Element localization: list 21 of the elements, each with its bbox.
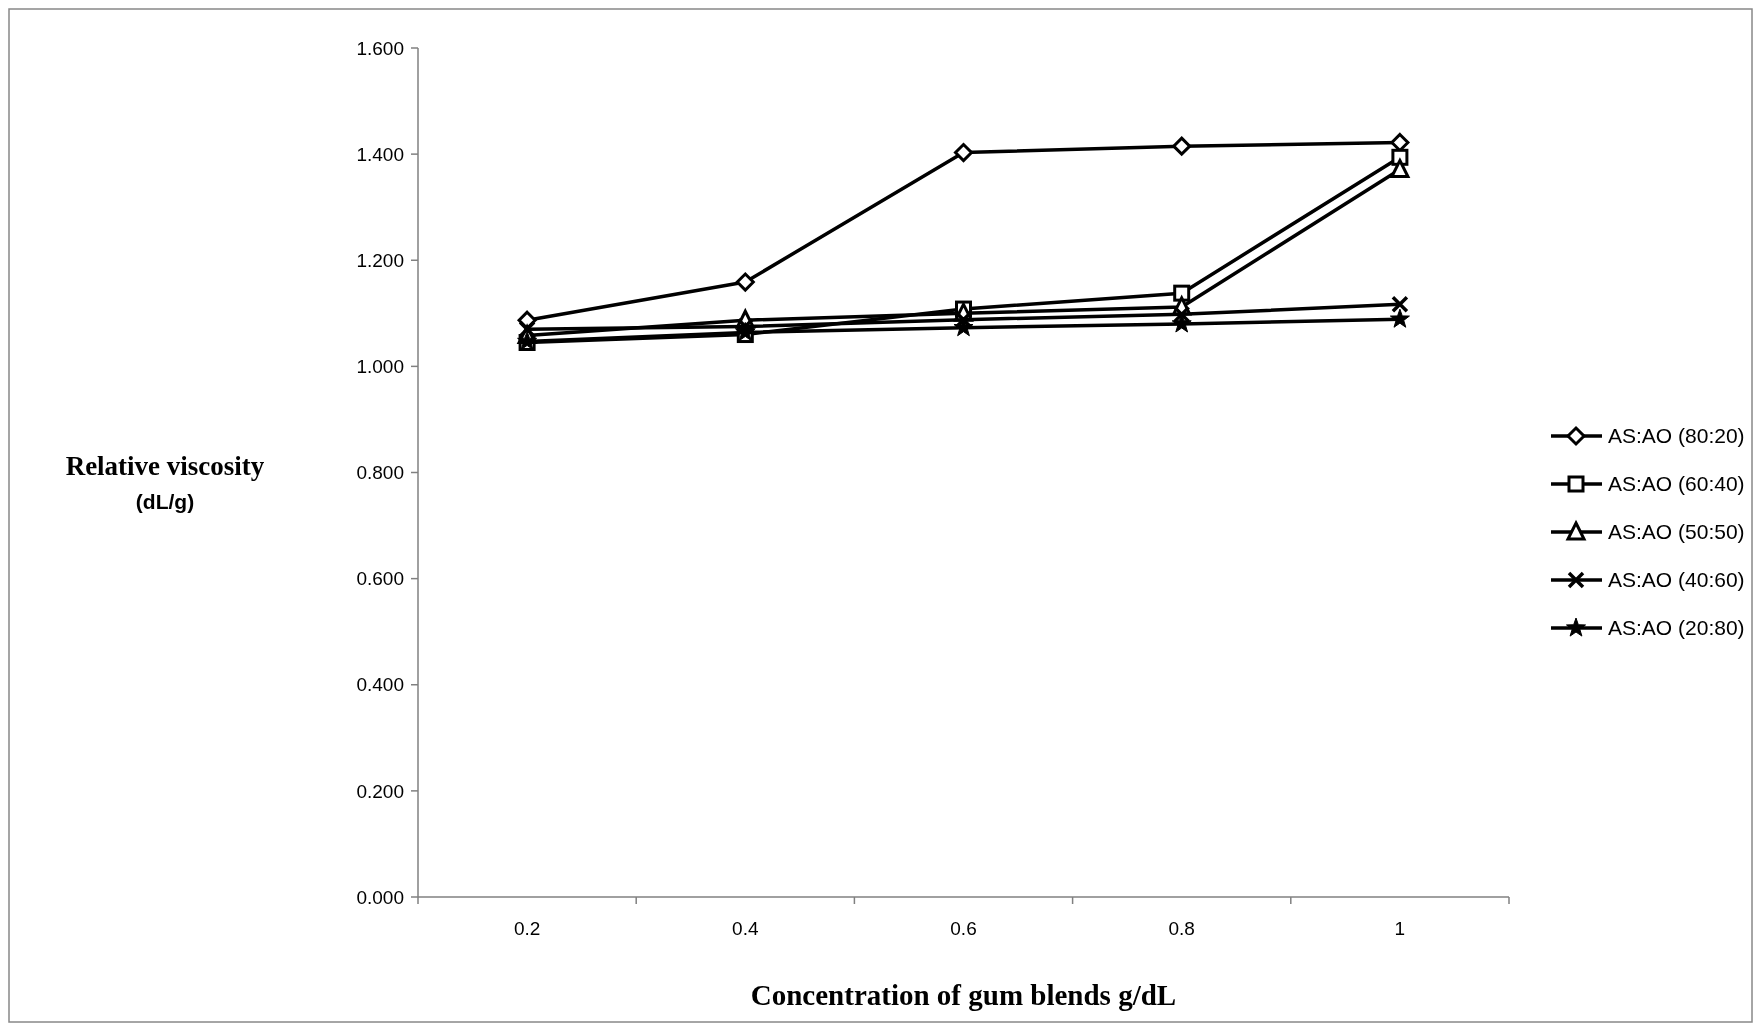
- y-tick-label: 1.600: [356, 37, 404, 59]
- legend-label: AS:AO (60:40): [1608, 472, 1745, 496]
- y-axis-title: Relative viscosity (dL/g): [65, 450, 265, 513]
- y-tick-label: 0.400: [356, 674, 404, 696]
- x-axis-title: Concentration of gum blends g/dL: [750, 979, 1177, 1011]
- legend-label: AS:AO (80:20): [1608, 424, 1745, 448]
- x-tick-label: 0.8: [1168, 918, 1195, 939]
- y-tick-label: 1.200: [356, 249, 404, 271]
- y-tick-label: 1.400: [356, 143, 404, 165]
- y-tick-label: 0.000: [356, 886, 404, 908]
- legend-label: AS:AO (40:60): [1608, 568, 1745, 592]
- legend-label: AS:AO (20:80): [1608, 616, 1745, 640]
- x-tick-label: 0.6: [950, 918, 977, 939]
- x-tick-label: 1: [1394, 918, 1406, 939]
- x-tick-label: 0.2: [513, 918, 541, 939]
- legend-label: AS:AO (50:50): [1608, 520, 1745, 544]
- x-tick-label: 0.4: [732, 918, 759, 939]
- y-tick-label: 0.200: [356, 780, 404, 802]
- y-tick-label: 1.000: [356, 356, 404, 378]
- y-tick-label: 0.600: [356, 568, 404, 590]
- y-tick-label: 0.800: [356, 462, 404, 484]
